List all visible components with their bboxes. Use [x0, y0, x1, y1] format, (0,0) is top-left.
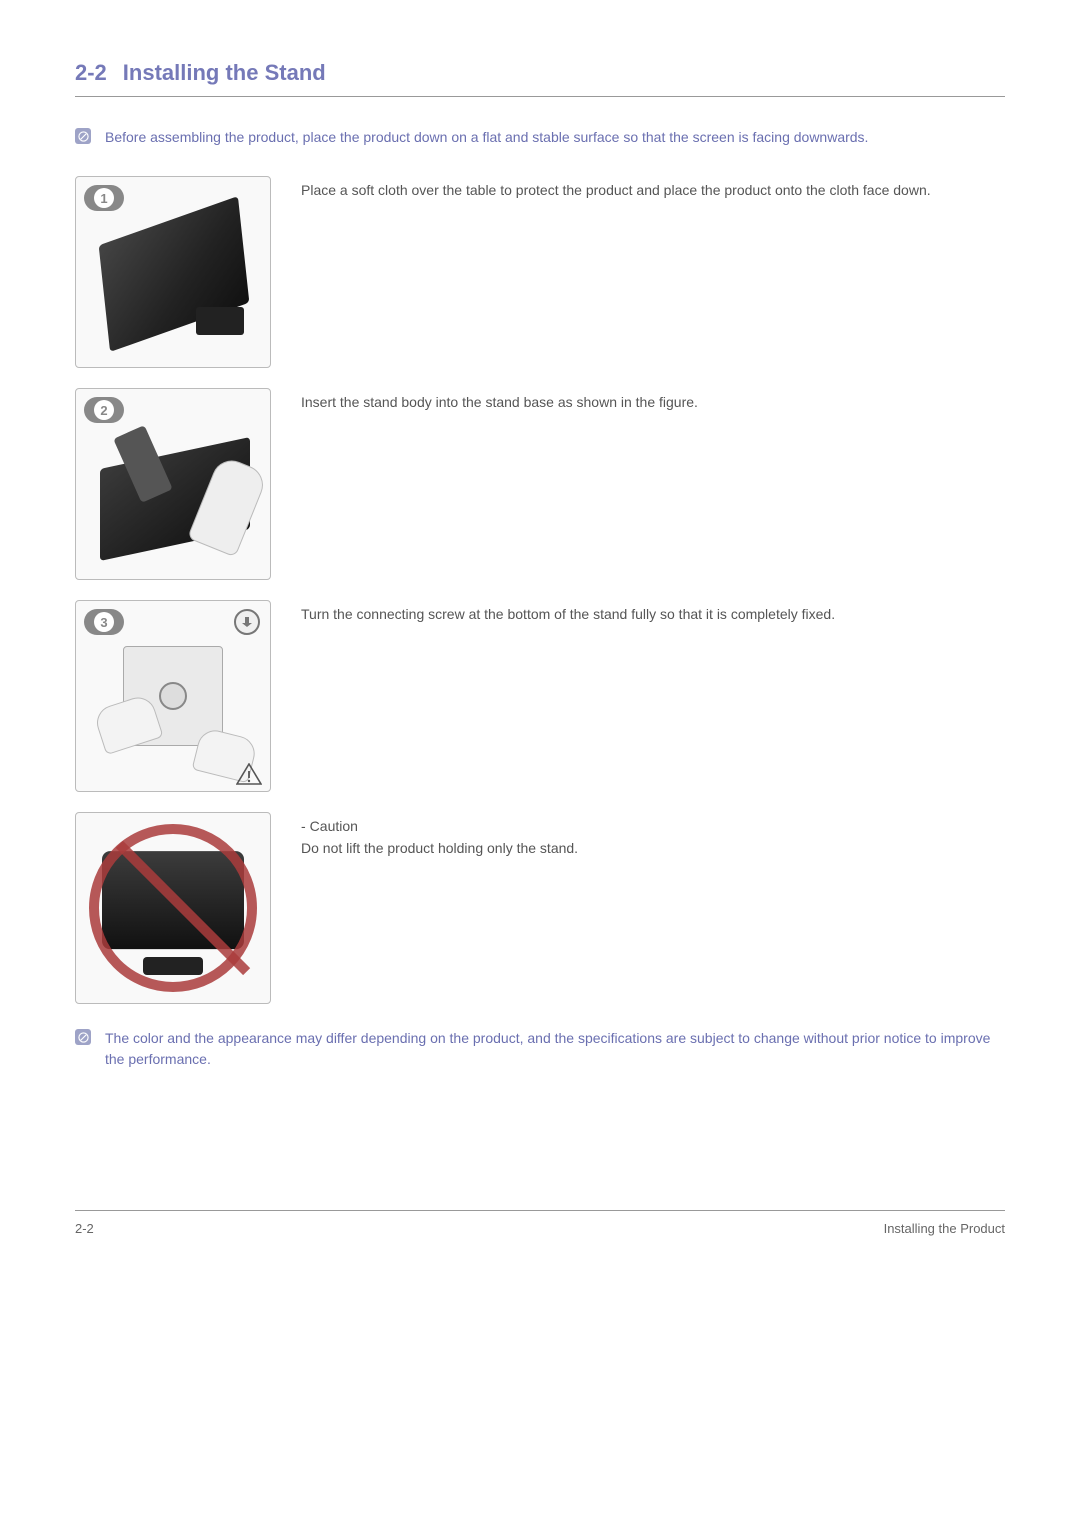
footer-left: 2-2 — [75, 1221, 94, 1236]
step-1-text: Place a soft cloth over the table to pro… — [301, 176, 931, 202]
step-1-image: 1 — [75, 176, 271, 368]
step-2-text: Insert the stand body into the stand bas… — [301, 388, 698, 414]
step-badge-number: 1 — [94, 188, 114, 208]
step-3: 3 Turn the connecting screw at the botto… — [75, 600, 1005, 792]
step-2: 2 Insert the stand body into the stand b… — [75, 388, 1005, 580]
note-bottom-text: The color and the appearance may differ … — [105, 1028, 1005, 1070]
step-badge: 2 — [84, 397, 124, 423]
step-badge-number: 2 — [94, 400, 114, 420]
step-badge: 3 — [84, 609, 124, 635]
step-1: 1 Place a soft cloth over the table to p… — [75, 176, 1005, 368]
note-top: Before assembling the product, place the… — [75, 127, 1005, 148]
caution-image — [75, 812, 271, 1004]
note-icon — [75, 128, 91, 144]
section-heading: 2-2 Installing the Stand — [75, 60, 1005, 97]
footer-right: Installing the Product — [884, 1221, 1005, 1236]
note-bottom: The color and the appearance may differ … — [75, 1028, 1005, 1070]
caution-text: Do not lift the product holding only the… — [301, 838, 578, 860]
caution-row: -Caution Do not lift the product holding… — [75, 812, 1005, 1004]
warning-icon — [236, 763, 262, 785]
step-3-text: Turn the connecting screw at the bottom … — [301, 600, 835, 626]
note-icon — [75, 1029, 91, 1045]
caution-label: Caution — [310, 818, 358, 834]
page-footer: 2-2 Installing the Product — [75, 1210, 1005, 1236]
step-badge: 1 — [84, 185, 124, 211]
note-top-text: Before assembling the product, place the… — [105, 127, 868, 148]
section-title-text: Installing the Stand — [123, 60, 326, 85]
step-2-image: 2 — [75, 388, 271, 580]
caution-text-block: -Caution Do not lift the product holding… — [301, 812, 578, 859]
step-3-image: 3 — [75, 600, 271, 792]
section-number: 2-2 — [75, 60, 107, 85]
step-badge-number: 3 — [94, 612, 114, 632]
prohibited-icon — [89, 824, 257, 992]
screw-icon — [234, 609, 260, 635]
